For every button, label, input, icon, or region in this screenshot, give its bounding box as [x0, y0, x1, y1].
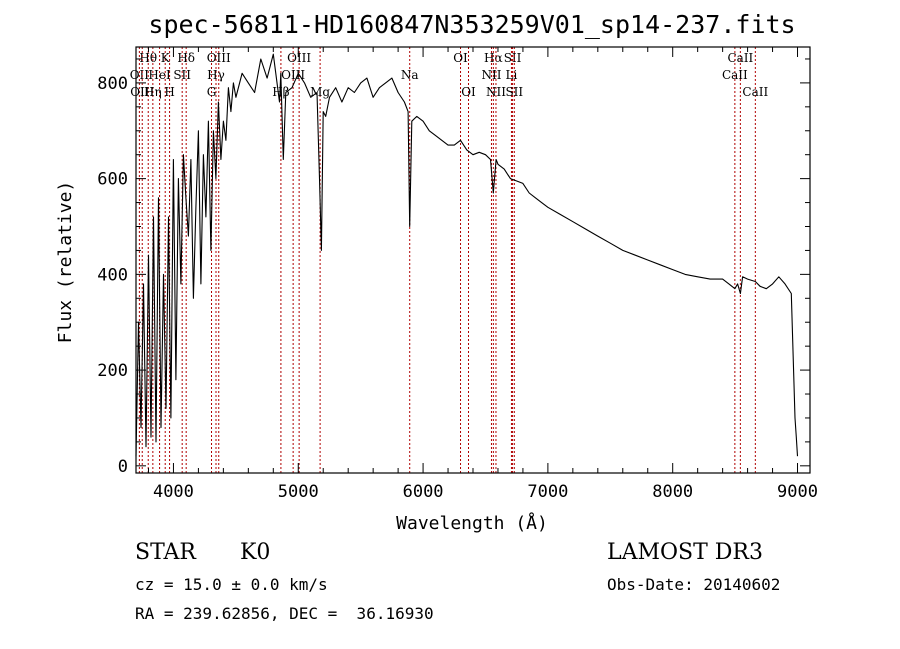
spectral-line-label: OIII	[287, 51, 311, 65]
spectral-line-label: NII	[481, 68, 501, 82]
spectral-line-label: Hη	[144, 85, 162, 99]
spectral-line-label: SII	[173, 68, 191, 82]
y-tick-label: 400	[97, 265, 128, 285]
x-tick-label: 5000	[278, 482, 319, 502]
spectral-line-label: OI	[453, 51, 468, 65]
spectral-line-label: Hγ	[207, 68, 225, 82]
spectral-line-label: CaII	[727, 51, 753, 65]
coordinates-readout: RA = 239.62856, DEC = 36.16930	[135, 604, 434, 623]
object-class: STAR	[135, 540, 196, 565]
y-axis: 0 200 400 600 800	[97, 58, 810, 477]
x-tick-label: 7000	[527, 482, 568, 502]
spectral-line-label: CaII	[742, 85, 768, 99]
spectral-line-label: OIII	[281, 68, 305, 82]
observation-date: Obs-Date: 20140602	[607, 575, 781, 594]
redshift-readout: cz = 15.0 ± 0.0 km/s	[135, 575, 328, 594]
spectrum-series-line	[135, 53, 799, 457]
spectral-line-label: SII	[505, 85, 523, 99]
spectral-line-label: Hα	[484, 51, 503, 65]
x-axis-label: Wavelength (Å)	[396, 512, 548, 534]
x-axis: 4000 5000 6000 7000 8000 9000	[147, 47, 818, 502]
spectral-line-label: CaII	[722, 68, 748, 82]
x-tick-label: 6000	[403, 482, 444, 502]
spectral-line-label: OI	[461, 85, 476, 99]
spectral-line-label: NII	[486, 85, 506, 99]
spectral-line-label: SII	[504, 51, 522, 65]
spectral-line-label: K	[161, 51, 171, 65]
spectral-line-label: Li	[506, 68, 518, 82]
object-subclass: K0	[240, 540, 271, 565]
y-axis-label: Flux (relative)	[55, 181, 76, 344]
y-tick-label: 200	[97, 361, 128, 381]
spectral-line-label: Hδ	[177, 51, 195, 65]
spectral-line-label: G	[207, 85, 217, 99]
spectral-line-label: H	[164, 85, 174, 99]
plot-frame	[135, 46, 811, 474]
spectral-line-label: HeI	[148, 68, 171, 82]
spectral-line-label: Na	[401, 68, 419, 82]
y-tick-label: 0	[118, 457, 128, 477]
spectral-line-label: OII	[130, 68, 150, 82]
x-tick-label: 9000	[777, 482, 818, 502]
y-tick-label: 800	[97, 74, 128, 94]
spectral-line-label: Mg	[310, 85, 330, 99]
x-tick-label: 8000	[652, 482, 693, 502]
spectral-line-label: Hθ	[139, 51, 157, 65]
x-tick-label: 4000	[153, 482, 194, 502]
spectral-line-label: OIII	[207, 51, 231, 65]
survey-name: LAMOST DR3	[607, 540, 763, 565]
y-tick-label: 600	[97, 170, 128, 190]
chart-title: spec-56811-HD160847N353259V01_sp14-237.f…	[148, 10, 795, 39]
